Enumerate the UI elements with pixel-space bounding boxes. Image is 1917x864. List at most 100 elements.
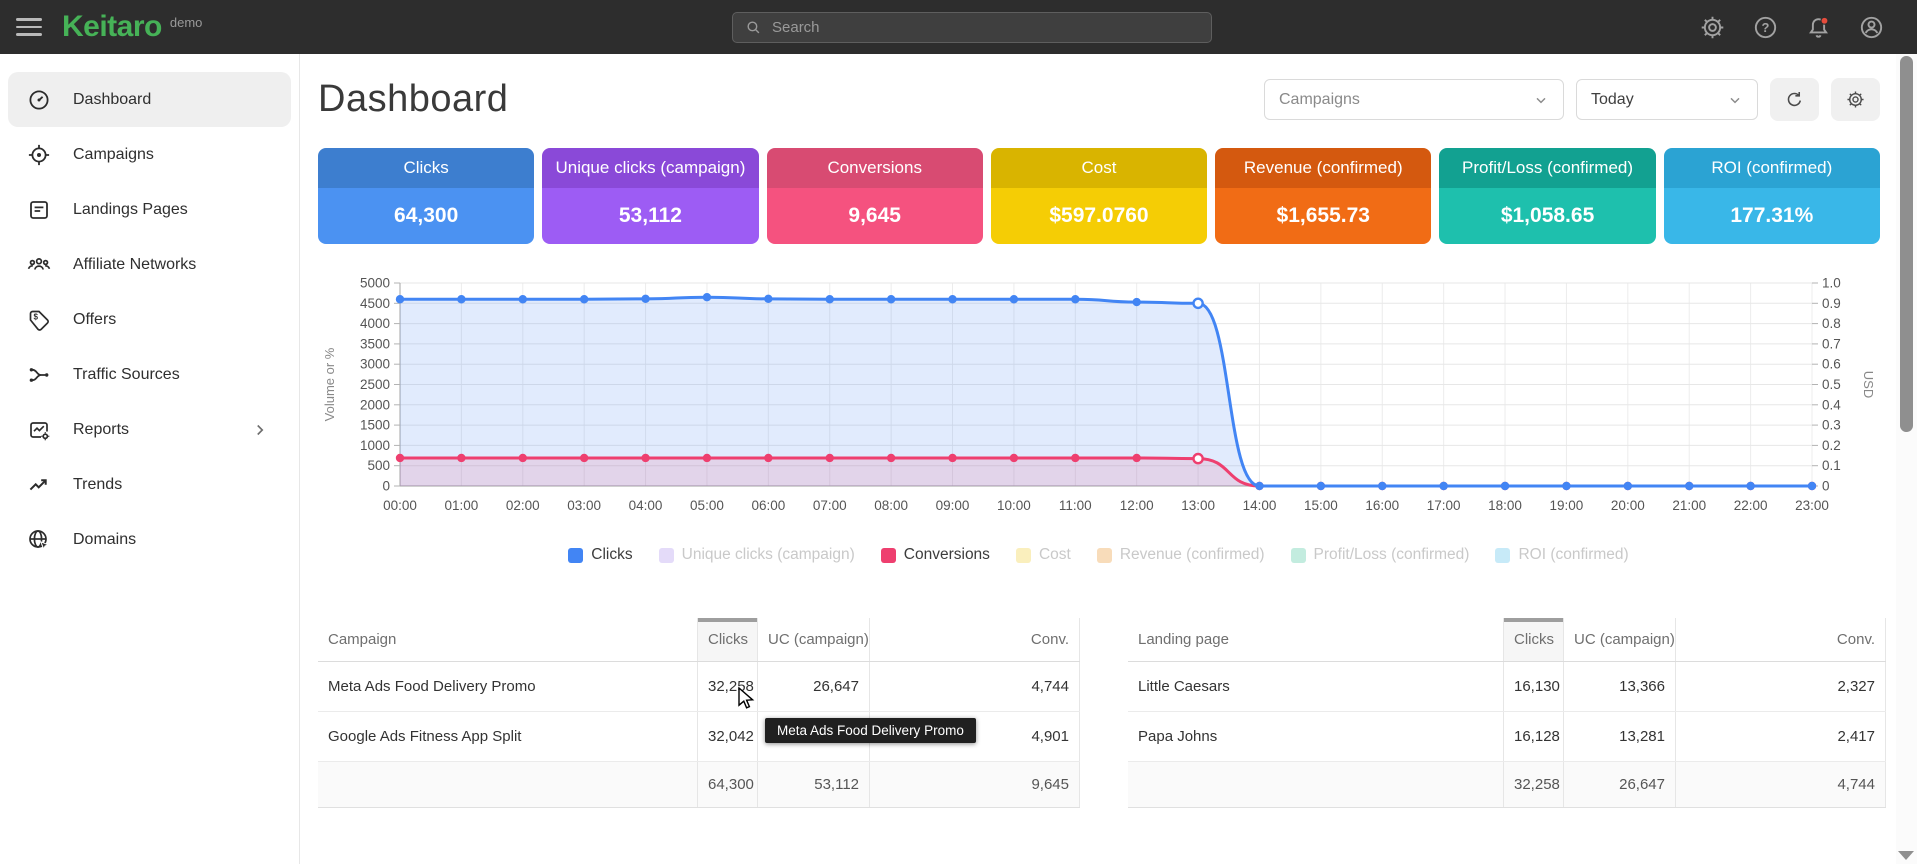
column-header-uc-campaign[interactable]: UC (campaign) <box>1564 618 1676 662</box>
metric-card-profit-loss-confirmed[interactable]: Profit/Loss (confirmed)$1,058.65 <box>1439 148 1655 244</box>
metric-card-value: $1,655.73 <box>1215 188 1431 244</box>
svg-text:0.5: 0.5 <box>1822 377 1841 392</box>
row-value: 4,744 <box>870 662 1080 712</box>
row-value: 26,647 <box>758 662 870 712</box>
metric-card-value: $597.0760 <box>991 188 1207 244</box>
row-value: 16,128 <box>1504 712 1564 762</box>
svg-text:0.2: 0.2 <box>1822 438 1841 453</box>
campaigns-table: CampaignClicksUC (campaign)Conv.Meta Ads… <box>318 618 1080 808</box>
column-header-clicks[interactable]: Clicks <box>698 618 758 662</box>
sidebar-item-label: Affiliate Networks <box>73 256 196 274</box>
svg-text:23:00: 23:00 <box>1795 498 1829 513</box>
row-name[interactable]: Little Caesars <box>1128 662 1504 712</box>
account-icon[interactable] <box>1858 14 1885 41</box>
svg-text:12:00: 12:00 <box>1120 498 1154 513</box>
metric-card-label: Cost <box>991 148 1207 188</box>
app-logo[interactable]: Keitaro <box>62 10 162 44</box>
svg-text:19:00: 19:00 <box>1550 498 1584 513</box>
legend-label: Conversions <box>904 546 990 564</box>
row-name[interactable]: Google Ads Fitness App Split <box>318 712 698 762</box>
totals-row: 32,25826,6474,744 <box>1128 762 1886 808</box>
table-row[interactable]: Meta Ads Food Delivery Promo32,25826,647… <box>318 662 1080 712</box>
topbar: Keitaro demo ? <box>0 0 1917 54</box>
menu-icon[interactable] <box>16 13 42 41</box>
row-value: 2,327 <box>1676 662 1886 712</box>
legend-item-cost[interactable]: Cost <box>1016 546 1071 564</box>
offers-icon: $ <box>27 308 51 332</box>
chevron-down-icon <box>1727 92 1743 108</box>
metric-card-cost[interactable]: Cost$597.0760 <box>991 148 1207 244</box>
svg-text:0.6: 0.6 <box>1822 357 1841 372</box>
period-filter-select[interactable]: Today <box>1576 79 1758 120</box>
refresh-button[interactable] <box>1770 78 1819 121</box>
sidebar-item-landings-pages[interactable]: Landings Pages <box>8 182 291 237</box>
metric-card-roi-confirmed[interactable]: ROI (confirmed)177.31% <box>1664 148 1880 244</box>
legend-item-conversions[interactable]: Conversions <box>881 546 990 564</box>
svg-text:16:00: 16:00 <box>1365 498 1399 513</box>
metric-card-clicks[interactable]: Clicks64,300 <box>318 148 534 244</box>
svg-text:$: $ <box>33 312 38 321</box>
table-row[interactable]: Papa Johns16,12813,2812,417 <box>1128 712 1886 762</box>
column-header-clicks[interactable]: Clicks <box>1504 618 1564 662</box>
svg-text:08:00: 08:00 <box>874 498 908 513</box>
column-header-conv[interactable]: Conv. <box>1676 618 1886 662</box>
legend-swatch <box>659 548 674 563</box>
svg-text:?: ? <box>1762 20 1770 35</box>
chevron-right-icon <box>251 421 269 439</box>
entity-filter-select[interactable]: Campaigns <box>1264 79 1564 120</box>
dashboard-settings-button[interactable] <box>1831 78 1880 121</box>
table-entity-header[interactable]: Landing page <box>1128 618 1504 662</box>
search-box[interactable] <box>732 12 1212 43</box>
metric-card-value: 64,300 <box>318 188 534 244</box>
svg-text:3500: 3500 <box>360 336 390 351</box>
metric-card-conversions[interactable]: Conversions9,645 <box>767 148 983 244</box>
legend-swatch <box>568 548 583 563</box>
legend-item-clicks[interactable]: Clicks <box>568 546 632 564</box>
table-entity-header[interactable]: Campaign <box>318 618 698 662</box>
notification-dot <box>1821 17 1828 24</box>
column-header-conv[interactable]: Conv. <box>870 618 1080 662</box>
table-row[interactable]: Little Caesars16,13013,3662,327 <box>1128 662 1886 712</box>
row-name[interactable]: Papa Johns <box>1128 712 1504 762</box>
summary-tables: CampaignClicksUC (campaign)Conv.Meta Ads… <box>318 618 1896 808</box>
svg-text:17:00: 17:00 <box>1427 498 1461 513</box>
scroll-down-arrow-icon[interactable] <box>1898 851 1914 860</box>
sidebar-item-reports[interactable]: Reports <box>8 402 291 457</box>
help-icon[interactable]: ? <box>1752 14 1779 41</box>
sidebar-item-domains[interactable]: Domains <box>8 512 291 567</box>
metric-card-unique-clicks-campaign[interactable]: Unique clicks (campaign)53,112 <box>542 148 758 244</box>
sidebar-item-offers[interactable]: $Offers <box>8 292 291 347</box>
search-input[interactable] <box>772 19 1199 36</box>
row-value: 32,258 <box>698 662 758 712</box>
sidebar-item-campaigns[interactable]: Campaigns <box>8 127 291 182</box>
sidebar-item-traffic-sources[interactable]: Traffic Sources <box>8 347 291 402</box>
svg-text:03:00: 03:00 <box>567 498 601 513</box>
svg-text:10:00: 10:00 <box>997 498 1031 513</box>
refresh-icon <box>1784 89 1805 110</box>
svg-text:15:00: 15:00 <box>1304 498 1338 513</box>
metric-card-revenue-confirmed[interactable]: Revenue (confirmed)$1,655.73 <box>1215 148 1431 244</box>
sidebar-item-affiliate-networks[interactable]: Affiliate Networks <box>8 237 291 292</box>
settings-icon[interactable] <box>1699 14 1726 41</box>
sidebar-item-dashboard[interactable]: Dashboard <box>8 72 291 127</box>
scrollbar-track[interactable] <box>1896 54 1917 864</box>
legend-item-profit-loss-confirmed[interactable]: Profit/Loss (confirmed) <box>1291 546 1470 564</box>
sidebar-item-trends[interactable]: Trends <box>8 457 291 512</box>
metric-cards: Clicks64,300Unique clicks (campaign)53,1… <box>318 148 1880 244</box>
sidebar-item-label: Domains <box>73 531 136 549</box>
legend-item-unique-clicks-campaign[interactable]: Unique clicks (campaign) <box>659 546 855 564</box>
row-value: 16,130 <box>1504 662 1564 712</box>
legend-item-roi-confirmed[interactable]: ROI (confirmed) <box>1495 546 1628 564</box>
main-content: Dashboard Campaigns Today Clicks64,300Un… <box>301 54 1896 864</box>
traffic-chart[interactable]: 50001.045000.940000.835000.730000.625000… <box>318 262 1896 522</box>
svg-text:0.8: 0.8 <box>1822 316 1841 331</box>
scrollbar-thumb[interactable] <box>1900 56 1913 432</box>
row-name[interactable]: Meta Ads Food Delivery Promo <box>318 662 698 712</box>
column-header-uc-campaign[interactable]: UC (campaign) <box>758 618 870 662</box>
legend-swatch <box>1016 548 1031 563</box>
notifications-icon[interactable] <box>1805 14 1832 41</box>
svg-text:5000: 5000 <box>360 276 390 291</box>
sidebar-item-label: Trends <box>73 476 122 494</box>
legend-item-revenue-confirmed[interactable]: Revenue (confirmed) <box>1097 546 1265 564</box>
svg-text:22:00: 22:00 <box>1734 498 1768 513</box>
